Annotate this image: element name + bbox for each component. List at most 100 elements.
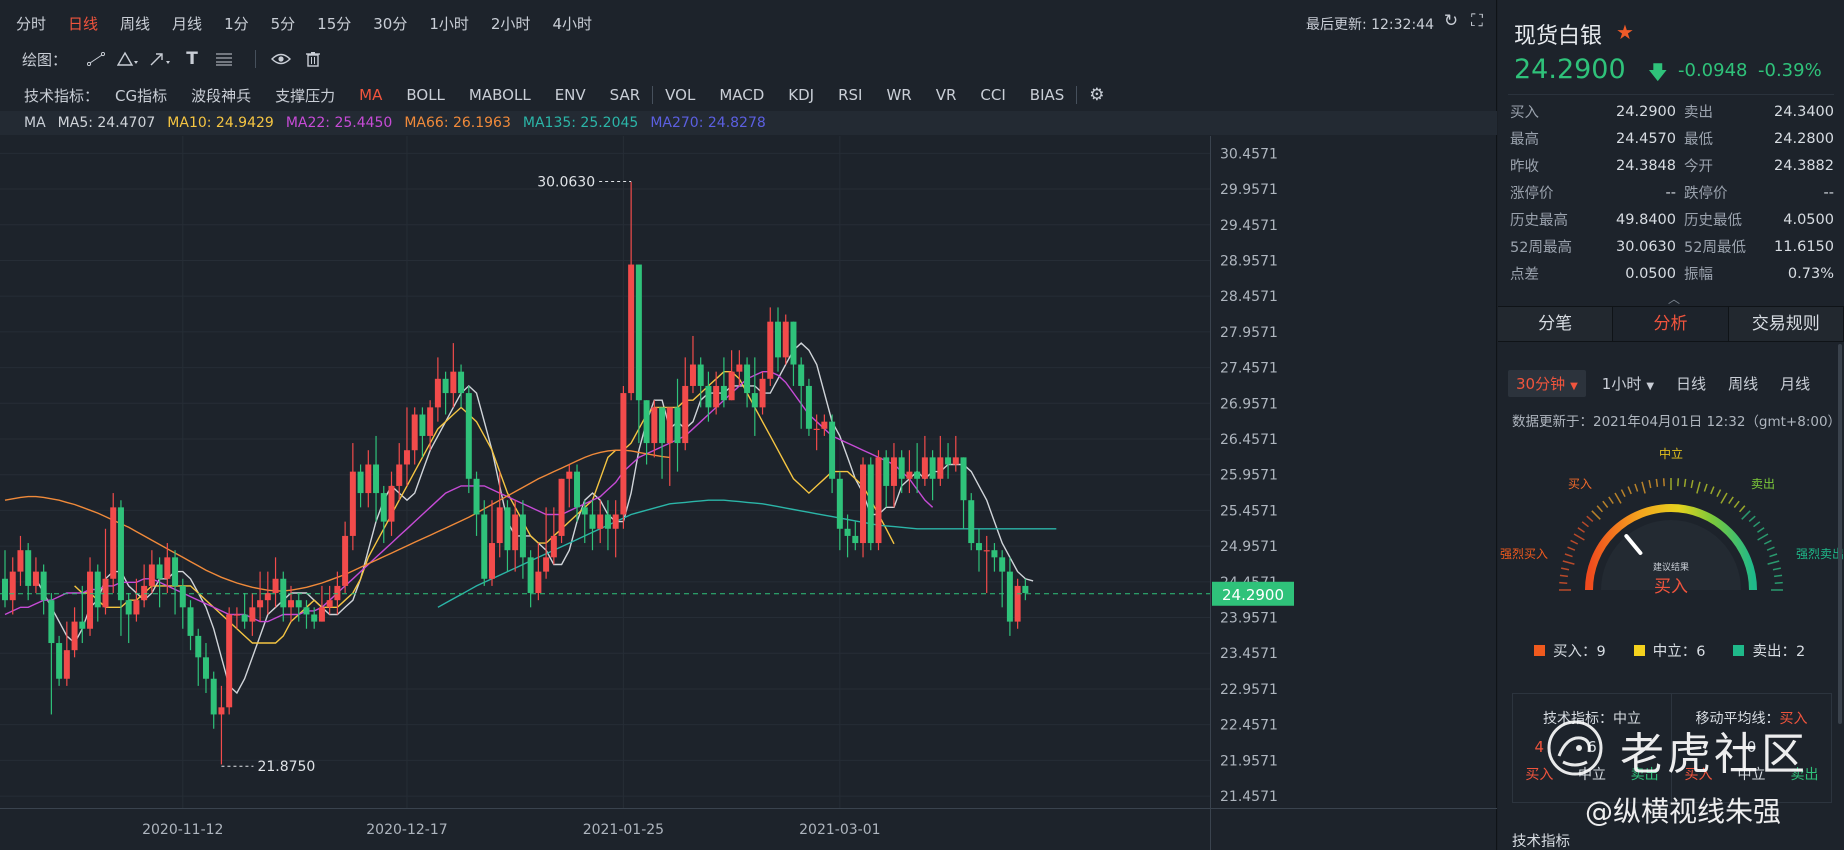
candle[interactable] — [574, 464, 581, 522]
candle[interactable] — [790, 321, 797, 386]
candle[interactable] — [829, 414, 836, 494]
candle[interactable] — [357, 464, 364, 508]
candle[interactable] — [960, 457, 967, 529]
candle[interactable] — [898, 450, 905, 494]
candle[interactable] — [396, 443, 403, 501]
timeframe-option[interactable]: 1小时 ▼ — [1602, 373, 1654, 394]
candle[interactable] — [102, 528, 109, 615]
candle[interactable] — [999, 550, 1006, 608]
fibonacci-icon[interactable] — [211, 48, 237, 70]
indicator-tab[interactable]: SAR — [609, 86, 641, 104]
candle[interactable] — [697, 357, 704, 408]
candle[interactable] — [921, 435, 928, 486]
candle[interactable] — [288, 585, 295, 622]
candle[interactable] — [519, 500, 526, 579]
candle[interactable] — [411, 407, 418, 465]
candle[interactable] — [187, 600, 194, 651]
candle[interactable] — [543, 507, 550, 579]
candle[interactable] — [975, 528, 982, 572]
indicator-tab[interactable]: BOLL — [406, 86, 445, 104]
candle[interactable] — [241, 593, 248, 629]
candle[interactable] — [643, 400, 650, 465]
timeframe-option[interactable]: 月线 — [1780, 373, 1810, 394]
candle[interactable] — [195, 628, 202, 686]
panel-tab[interactable]: 交易规则 — [1729, 307, 1844, 341]
candle[interactable] — [2, 550, 8, 608]
indicator-tab[interactable]: MABOLL — [468, 86, 531, 104]
period-tab[interactable]: 30分 — [373, 14, 408, 33]
star-icon[interactable]: ★ — [1616, 20, 1634, 44]
candle[interactable] — [674, 378, 681, 472]
candle[interactable] — [744, 357, 751, 408]
candle[interactable] — [767, 307, 774, 386]
period-tab[interactable]: 1分 — [224, 14, 249, 33]
candle[interactable] — [705, 371, 712, 422]
candle[interactable] — [713, 371, 720, 415]
summary-card[interactable]: 技术指标：中立 4 6 买入 中立 卖出 — [1513, 694, 1672, 802]
indicator-tab[interactable]: 波段神兵 — [191, 86, 252, 105]
panel-tab[interactable]: 分笔 — [1498, 307, 1614, 341]
candle[interactable] — [983, 535, 990, 594]
candle[interactable] — [659, 407, 666, 479]
candle[interactable] — [48, 593, 55, 715]
candle[interactable] — [87, 557, 94, 636]
candle[interactable] — [141, 564, 148, 608]
period-tab[interactable]: 1小时 — [429, 14, 469, 33]
candle[interactable] — [125, 593, 132, 644]
indicator-tab[interactable]: CG指标 — [115, 86, 168, 105]
candle[interactable] — [751, 357, 758, 436]
timeframe-option[interactable]: 周线 — [1728, 373, 1758, 394]
candle[interactable] — [612, 500, 619, 558]
candle[interactable] — [720, 357, 727, 408]
indicator-tab[interactable]: MA — [359, 86, 383, 104]
candle[interactable] — [945, 443, 952, 479]
candle[interactable] — [1006, 557, 1013, 636]
candle[interactable] — [133, 578, 140, 622]
candle[interactable] — [929, 450, 936, 501]
candle[interactable] — [373, 435, 380, 522]
candle[interactable] — [883, 450, 890, 508]
candle[interactable] — [813, 414, 820, 451]
candle[interactable] — [906, 450, 913, 494]
candle[interactable] — [272, 557, 279, 608]
period-tab[interactable]: 15分 — [317, 14, 352, 33]
candle[interactable] — [798, 357, 805, 429]
candle[interactable] — [71, 607, 78, 658]
summary-card[interactable]: 移动平均线：买入 0 买入 中立 卖出 — [1672, 694, 1831, 802]
candle[interactable] — [179, 578, 186, 629]
candle[interactable] — [535, 543, 542, 601]
candle[interactable] — [334, 571, 341, 615]
candle[interactable] — [651, 400, 658, 458]
candle[interactable] — [488, 500, 495, 586]
candle[interactable] — [9, 557, 16, 615]
candle[interactable] — [689, 335, 696, 394]
candle[interactable] — [504, 500, 511, 572]
candle[interactable] — [496, 471, 503, 558]
eye-icon[interactable] — [268, 48, 294, 70]
candle[interactable] — [759, 371, 766, 415]
candle[interactable] — [264, 571, 271, 615]
candle[interactable] — [937, 435, 944, 486]
candle[interactable] — [805, 378, 812, 436]
candle[interactable] — [280, 571, 287, 622]
trash-icon[interactable] — [300, 48, 326, 70]
indicator-tab[interactable]: 支撑压力 — [275, 86, 336, 105]
candle[interactable] — [403, 407, 410, 486]
line-segment-icon[interactable] — [83, 48, 109, 70]
candle[interactable] — [844, 514, 851, 558]
candle[interactable] — [63, 621, 70, 686]
candle[interactable] — [110, 493, 117, 594]
candle[interactable] — [666, 407, 673, 486]
candle[interactable] — [620, 385, 627, 529]
period-tab[interactable]: 5分 — [270, 14, 296, 33]
candle[interactable] — [736, 350, 743, 386]
candle[interactable] — [56, 635, 63, 686]
candle[interactable] — [434, 357, 441, 422]
indicator-tab[interactable]: KDJ — [788, 86, 815, 104]
candle[interactable] — [318, 585, 325, 622]
gear-icon[interactable]: ⚙ — [1089, 85, 1105, 105]
scrollbar[interactable] — [1838, 344, 1842, 724]
candle[interactable] — [566, 464, 573, 508]
candle[interactable] — [326, 585, 333, 615]
candle[interactable] — [728, 350, 735, 401]
